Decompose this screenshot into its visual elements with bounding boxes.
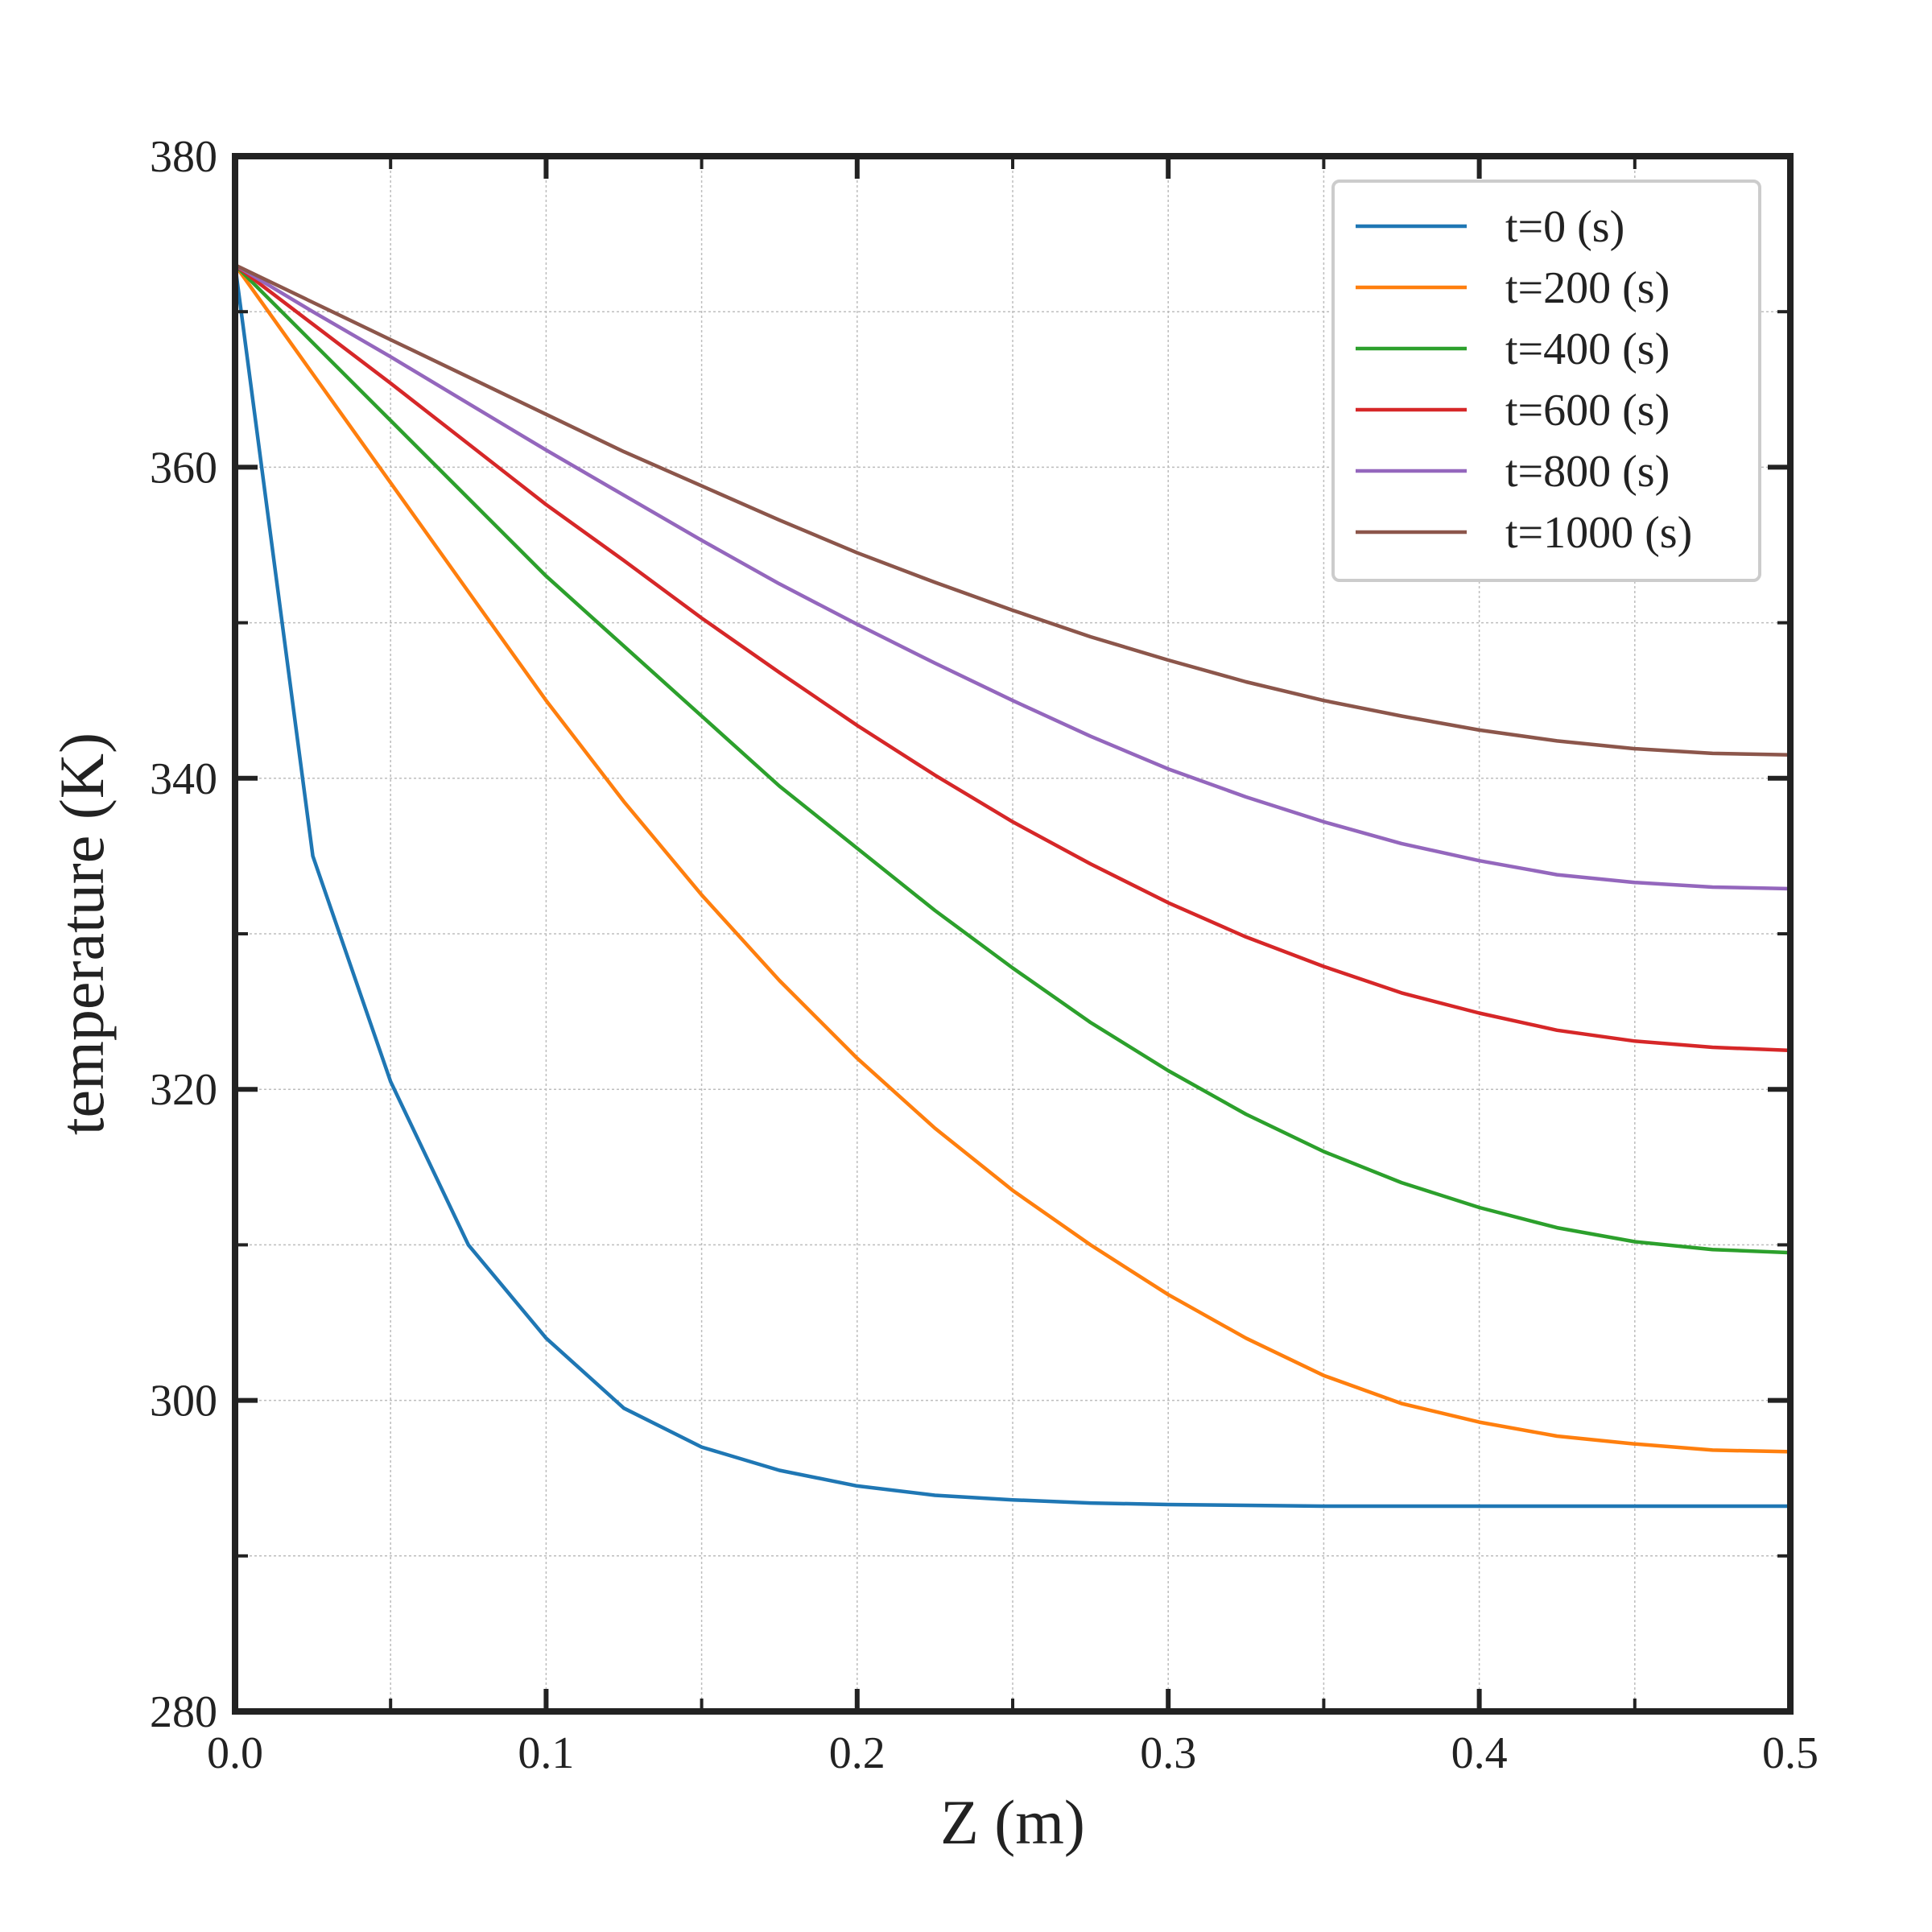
y-tick-label: 320 — [150, 1065, 217, 1115]
x-tick-label: 0.1 — [518, 1728, 574, 1778]
series-line-5 — [233, 262, 1793, 758]
y-axis-title: temperature (K) — [47, 733, 117, 1135]
legend: t=0 (s) t=200 (s) t=400 (s) t=600 (s) t=800 … — [1331, 180, 1761, 582]
plot-frame — [232, 153, 1794, 1715]
y-tick-label: 300 — [150, 1377, 217, 1426]
legend-label: t=400 (s) — [1505, 324, 1670, 374]
plot-lines — [233, 262, 1793, 1509]
legend-label: t=0 (s) — [1505, 202, 1624, 252]
series-line-1 — [233, 262, 1793, 1454]
x-tick-label: 0.5 — [1762, 1728, 1818, 1778]
x-tick-label: 0.0 — [207, 1728, 263, 1778]
x-tick-label: 0.3 — [1140, 1728, 1196, 1778]
series-line-4 — [233, 262, 1793, 891]
y-tick-label: 380 — [150, 132, 217, 182]
y-tick-label: 360 — [150, 443, 217, 493]
series-line-3 — [233, 262, 1793, 1053]
series-line-0 — [233, 262, 1793, 1509]
x-axis-title: Z (m) — [940, 1787, 1085, 1857]
legend-label: t=800 (s) — [1505, 447, 1670, 497]
legend-label: t=600 (s) — [1505, 386, 1670, 436]
y-tick-labels: 280 300 320 340 360 380 — [150, 132, 217, 1737]
x-tick-labels: 0.0 0.1 0.2 0.3 0.4 0.5 — [207, 1728, 1818, 1778]
y-tick-label: 280 — [150, 1687, 217, 1737]
x-tick-label: 0.4 — [1451, 1728, 1508, 1778]
legend-label: t=200 (s) — [1505, 263, 1670, 313]
legend-box — [1331, 180, 1761, 582]
y-tick-label: 340 — [150, 754, 217, 804]
x-tick-label: 0.2 — [829, 1728, 886, 1778]
series-line-2 — [233, 262, 1793, 1255]
legend-label: t=1000 (s) — [1505, 508, 1692, 558]
